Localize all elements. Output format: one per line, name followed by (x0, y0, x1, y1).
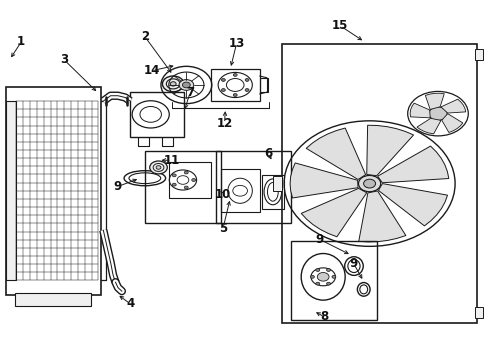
Circle shape (233, 73, 237, 76)
Polygon shape (306, 128, 366, 180)
Circle shape (318, 273, 329, 281)
Polygon shape (378, 146, 449, 183)
Circle shape (150, 161, 167, 174)
Circle shape (316, 282, 320, 285)
Polygon shape (425, 93, 444, 109)
Text: 12: 12 (217, 117, 233, 130)
Circle shape (182, 82, 190, 88)
Polygon shape (417, 118, 441, 134)
Text: 1: 1 (17, 35, 25, 49)
Bar (292, 241, 377, 320)
Bar (475, 307, 484, 318)
Bar (282, 44, 477, 323)
Circle shape (327, 282, 331, 285)
Text: 10: 10 (215, 188, 231, 201)
Bar (475, 49, 484, 60)
Circle shape (172, 183, 176, 186)
Circle shape (316, 269, 320, 271)
Circle shape (156, 166, 161, 169)
Bar (5, 101, 16, 280)
Bar (220, 169, 260, 212)
Text: 9: 9 (349, 257, 358, 270)
Circle shape (184, 171, 188, 174)
Text: 9: 9 (114, 180, 122, 193)
Text: 4: 4 (126, 297, 134, 310)
Text: 7: 7 (186, 86, 195, 99)
Bar (145, 151, 220, 223)
Bar (260, 78, 269, 92)
Circle shape (327, 269, 331, 271)
Text: 15: 15 (332, 19, 348, 32)
Text: 5: 5 (219, 222, 227, 235)
Circle shape (192, 179, 196, 181)
Bar (5, 87, 101, 295)
Text: 3: 3 (60, 53, 68, 66)
Circle shape (311, 275, 315, 278)
Text: 8: 8 (320, 310, 329, 324)
Polygon shape (367, 125, 414, 176)
Circle shape (364, 179, 375, 188)
Polygon shape (301, 188, 367, 237)
Circle shape (245, 78, 249, 81)
Bar (169, 162, 211, 198)
Text: 14: 14 (144, 64, 160, 77)
Circle shape (179, 80, 194, 90)
Bar (273, 176, 282, 191)
Circle shape (429, 107, 447, 120)
Text: 2: 2 (141, 30, 149, 43)
Circle shape (172, 174, 176, 177)
Polygon shape (442, 114, 463, 132)
Polygon shape (441, 99, 466, 113)
Circle shape (233, 94, 237, 96)
Bar (15, 293, 91, 306)
Polygon shape (410, 103, 430, 118)
Text: 6: 6 (264, 147, 272, 159)
Text: 13: 13 (228, 36, 245, 50)
Text: 9: 9 (315, 233, 323, 246)
Circle shape (184, 186, 188, 189)
Bar (262, 175, 284, 209)
Circle shape (221, 78, 225, 81)
Bar (130, 92, 184, 137)
Polygon shape (359, 191, 406, 242)
Bar (211, 69, 260, 101)
Polygon shape (378, 184, 447, 226)
Text: 11: 11 (164, 154, 180, 167)
Bar (216, 151, 292, 223)
Circle shape (221, 89, 225, 91)
Circle shape (170, 82, 176, 86)
Circle shape (245, 89, 249, 91)
Circle shape (162, 76, 184, 92)
Circle shape (359, 175, 381, 192)
Circle shape (332, 275, 336, 278)
Polygon shape (290, 163, 358, 198)
